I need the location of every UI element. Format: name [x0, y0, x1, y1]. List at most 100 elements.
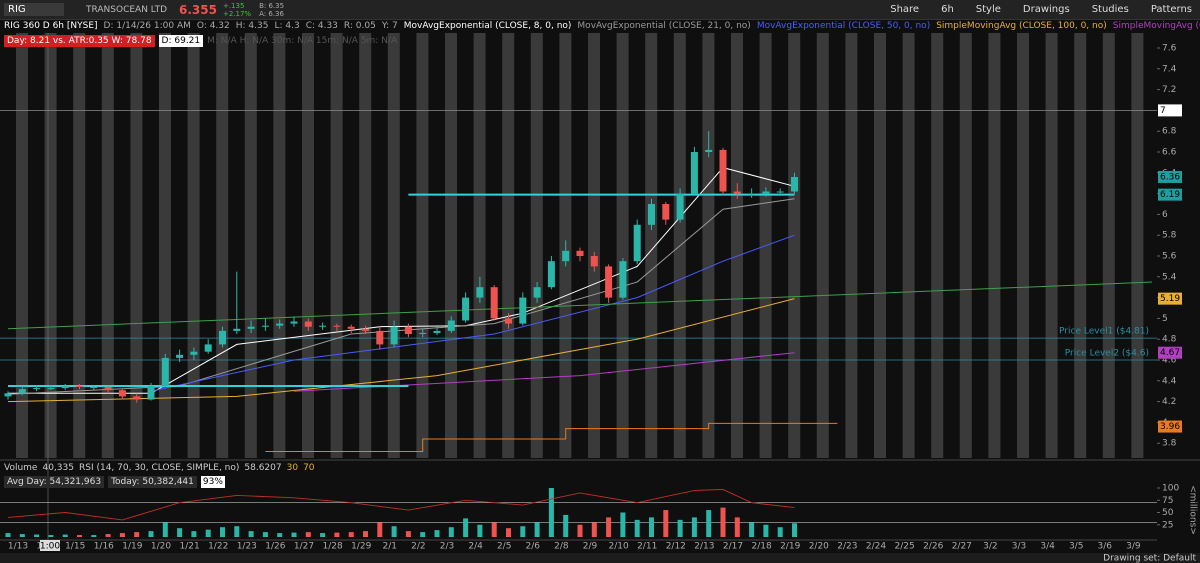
date-label: 3/9	[1126, 542, 1141, 552]
rsi-value: 58.6207	[244, 463, 282, 473]
session-stripe	[1131, 33, 1144, 458]
toolbar: RIG TRANSOCEAN LTD 6.355 +.135 +2.17% B: …	[0, 0, 1200, 20]
date-label: 1/26	[265, 542, 285, 552]
company: TRANSOCEAN LTD	[86, 4, 167, 15]
candle-body	[648, 204, 655, 225]
today: Today: 50,382,441	[108, 476, 197, 488]
header: RIG 360 D 6h [NYSE] D: 1/14/26 1:00 AM O…	[0, 21, 1200, 31]
footer-bar	[0, 553, 1200, 563]
toolbar-button[interactable]: Patterns	[1150, 4, 1192, 15]
volume-bar	[606, 517, 612, 537]
volume-tick-label: 25	[1162, 520, 1173, 530]
candle-body	[547, 261, 555, 288]
date-label: 2/18	[751, 542, 771, 552]
price-tick-label: 3.8	[1162, 439, 1177, 449]
volume-bar	[105, 534, 111, 537]
study-label: MovAvgExponential (CLOSE, 50, 0, no)	[756, 21, 931, 31]
session-stripe	[244, 33, 257, 458]
date-label: 1/23	[237, 542, 257, 552]
date-label: 1/19	[122, 542, 142, 552]
unit-label: <millions>	[1188, 485, 1198, 535]
price-badge-label: 6.36	[1160, 172, 1180, 182]
volume-bar	[191, 531, 197, 537]
date-label: 2/24	[866, 542, 886, 552]
volume-bar	[77, 535, 82, 537]
candle-body	[347, 326, 355, 329]
session-stripe	[1102, 33, 1115, 458]
candle-body	[419, 332, 427, 334]
pct: 93%	[200, 476, 225, 488]
date-label: 2/3	[440, 542, 454, 552]
candle-body	[233, 328, 241, 331]
candle-body	[147, 386, 155, 400]
candle-body	[362, 328, 369, 331]
candle-body	[476, 287, 484, 298]
date-label: 2/10	[608, 542, 628, 552]
session-stripe	[44, 33, 57, 458]
date-label: 2/17	[723, 542, 743, 552]
date-label: 3/4	[1040, 542, 1055, 552]
session-stripe	[731, 33, 743, 458]
volume-bar	[234, 526, 240, 537]
candle-body	[576, 250, 584, 256]
volume-bar	[405, 531, 411, 537]
volume-bar	[420, 532, 426, 537]
candle-body	[762, 191, 770, 194]
rsi-label: RSI (14, 70, 30, CLOSE, SIMPLE, no)	[78, 463, 240, 473]
study-line	[150, 234, 795, 392]
date-label: 2/13	[694, 542, 714, 552]
toolbar-button[interactable]: Studies	[1091, 4, 1129, 15]
date-label: 1/27	[294, 542, 314, 552]
date-label: 2/20	[809, 542, 829, 552]
date-label: 2/2	[411, 542, 425, 552]
price-badge	[1158, 188, 1182, 201]
session-stripe	[816, 33, 829, 458]
last-price: 6.355	[179, 2, 217, 17]
volume-bar	[706, 510, 712, 537]
candle-body	[76, 386, 83, 388]
volume-bar	[377, 522, 383, 537]
volume-bar	[434, 530, 440, 537]
candle-body	[190, 351, 198, 355]
volume-bar	[634, 519, 640, 537]
date-label: 1/29	[351, 542, 371, 552]
volume-label: Volume	[4, 463, 38, 473]
candle-body	[276, 323, 284, 326]
date-label: 3/2	[983, 542, 997, 552]
volume-bar	[262, 532, 268, 537]
date-label: 3/5	[1069, 542, 1083, 552]
candle-body	[519, 297, 527, 324]
candle-body	[605, 266, 613, 298]
volume-bar	[34, 534, 40, 537]
symbol-input[interactable]: RIG	[4, 3, 64, 16]
price-level-label: Price Level1 ($4.81)	[1059, 327, 1149, 337]
session-stripe	[330, 33, 343, 458]
overbought: 70	[303, 463, 315, 473]
candle-body	[633, 224, 641, 262]
candle-body	[47, 388, 55, 390]
price-tick-label: 7.2	[1162, 85, 1176, 95]
date-label: 1/13	[8, 542, 28, 552]
volume-bar	[205, 529, 211, 537]
volume-bar	[19, 534, 25, 537]
toolbar-button[interactable]: Share	[890, 4, 920, 15]
toolbar-button[interactable]: 6h	[941, 4, 954, 15]
volume-bar	[277, 533, 283, 537]
volume-bar	[563, 514, 569, 537]
y: Y: 7	[381, 21, 398, 31]
price-badge	[1158, 292, 1182, 305]
candle-body	[290, 321, 298, 324]
toolbar-button[interactable]: Style	[975, 4, 1001, 15]
toolbar-button[interactable]: Drawings	[1022, 4, 1070, 15]
volume-bar	[391, 526, 397, 537]
price-tick-label: 5.6	[1162, 252, 1177, 262]
candle-body	[662, 204, 670, 220]
avg-day: Avg Day: 54,321,963	[4, 476, 105, 488]
price-tick-label: 6	[1162, 210, 1168, 220]
volume-bar	[577, 524, 583, 537]
date-label: 2/12	[666, 542, 686, 552]
price-badge	[1158, 170, 1182, 183]
ask: A: 6.36	[259, 9, 284, 18]
